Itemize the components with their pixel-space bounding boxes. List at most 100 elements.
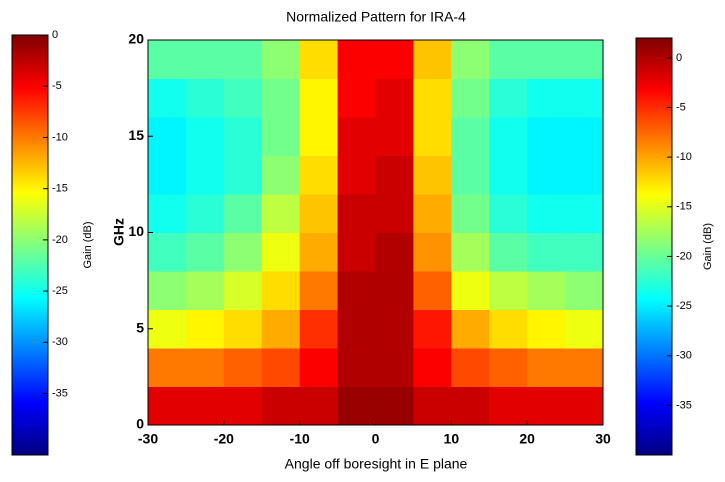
colorbar-tick-label: -15	[52, 183, 68, 195]
colorbar	[635, 37, 673, 456]
heat-cell	[261, 194, 301, 233]
colorbar-tick-label: 0	[52, 29, 58, 41]
heat-cell	[565, 78, 604, 118]
heat-cell	[337, 386, 376, 426]
heat-cell	[185, 78, 225, 118]
heat-cell	[451, 309, 490, 349]
heat-cell	[299, 309, 339, 349]
x-tick-label: 20	[519, 431, 535, 447]
heat-cell	[337, 117, 376, 156]
heatmap	[148, 40, 604, 426]
colorbar	[11, 34, 49, 456]
colorbar-tick-label: -5	[676, 101, 686, 113]
heat-cell	[261, 348, 301, 387]
heat-cell	[413, 194, 452, 233]
heat-cell	[527, 194, 566, 233]
heat-cell	[413, 386, 452, 426]
heat-cell	[337, 78, 376, 118]
heat-cell	[413, 232, 452, 272]
heat-cell	[527, 232, 566, 272]
heat-cell	[565, 155, 604, 195]
heat-cell	[375, 309, 414, 349]
x-tick-label: -20	[214, 431, 234, 447]
heat-cell	[375, 194, 414, 233]
heat-cell	[261, 271, 301, 310]
heat-cell	[148, 309, 187, 349]
heat-cell	[299, 117, 339, 156]
heat-cell	[223, 232, 263, 272]
heat-cell	[261, 232, 301, 272]
heat-cell	[148, 155, 187, 195]
heat-cell	[413, 348, 452, 387]
heat-cell	[565, 309, 604, 349]
heat-cell	[375, 117, 414, 156]
colorbar-tick-label: -20	[52, 234, 68, 246]
colorbar-tick-label: 0	[676, 52, 682, 64]
x-tick-label: 10	[444, 431, 460, 447]
heat-cell	[413, 309, 452, 349]
heat-cell	[261, 309, 301, 349]
heat-cell	[527, 40, 566, 79]
heat-cell	[337, 271, 376, 310]
y-tick-label: 15	[128, 127, 144, 143]
heat-cell	[527, 271, 566, 310]
heat-cell	[489, 155, 528, 195]
colorbar-label: Gain (dB)	[702, 223, 714, 270]
heat-cell	[185, 155, 225, 195]
y-tick-label: 20	[128, 31, 144, 47]
heat-cell	[223, 309, 263, 349]
heat-cell	[489, 386, 528, 426]
heat-cell	[185, 348, 225, 387]
heat-cell	[148, 386, 187, 426]
heat-cell	[337, 232, 376, 272]
colorbar-tick-label: -30	[52, 336, 68, 348]
heat-cell	[527, 386, 566, 426]
heat-cell	[299, 40, 339, 79]
heat-cell	[148, 348, 187, 387]
heat-cell	[451, 386, 490, 426]
colorbar-tick-label: -10	[676, 151, 692, 163]
heat-cell	[299, 386, 339, 426]
colorbar-tick-label: -10	[52, 131, 68, 143]
heat-cell	[299, 348, 339, 387]
heat-cell	[565, 271, 604, 310]
heat-cell	[413, 78, 452, 118]
heat-cell	[489, 117, 528, 156]
heat-cell	[261, 155, 301, 195]
heat-cell	[375, 348, 414, 387]
heat-cell	[337, 309, 376, 349]
chart-title: Normalized Pattern for IRA-4	[286, 9, 466, 25]
heat-cell	[185, 117, 225, 156]
heat-cell	[489, 78, 528, 118]
heat-cell	[451, 117, 490, 156]
x-tick-label: -30	[138, 431, 158, 447]
colorbar-label: Gain (dB)	[82, 221, 94, 268]
colorbar-tick-label: -15	[676, 201, 692, 213]
heat-cell	[527, 155, 566, 195]
heat-cell	[375, 271, 414, 310]
heat-cell	[299, 271, 339, 310]
heat-cell	[413, 155, 452, 195]
x-tick-label: 0	[372, 431, 380, 447]
heat-cell	[148, 194, 187, 233]
heat-cell	[223, 271, 263, 310]
heat-cell	[375, 155, 414, 195]
heat-cell	[148, 40, 187, 79]
heat-cell	[375, 78, 414, 118]
heat-cell	[185, 40, 225, 79]
heat-cell	[223, 78, 263, 118]
heat-cell	[413, 271, 452, 310]
heat-cell	[565, 40, 604, 79]
heat-cell	[451, 348, 490, 387]
x-tick-label: -10	[290, 431, 310, 447]
heat-cell	[451, 271, 490, 310]
heat-cell	[148, 117, 187, 156]
heat-cell	[527, 117, 566, 156]
heat-cell	[451, 155, 490, 195]
heat-cell	[451, 40, 490, 79]
heat-cell	[489, 194, 528, 233]
heat-cell	[185, 232, 225, 272]
heat-cell	[223, 194, 263, 233]
heat-cell	[451, 78, 490, 118]
